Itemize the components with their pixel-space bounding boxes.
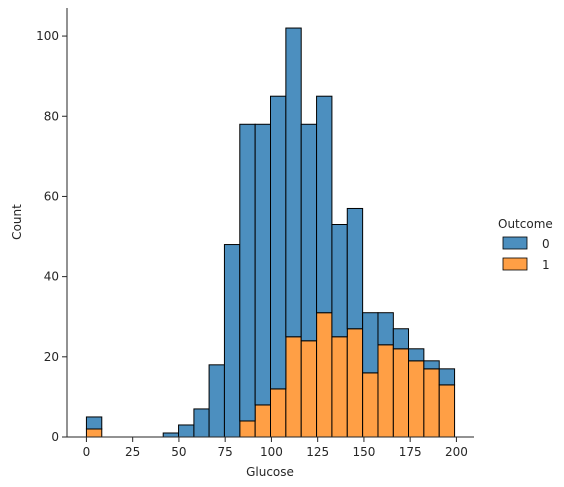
bar-outcome-0-bin-23 [438,368,456,386]
x-axis-label: Glucose [246,465,294,479]
bar-outcome-1-bin-23 [438,384,456,438]
bar-outcome-1-bin-22 [423,368,440,438]
y-tick-label: 100 [36,29,59,43]
x-tick-label: 150 [352,445,375,459]
y-axis-label: Count [10,204,24,240]
bar-outcome-1-bin-20 [392,348,410,438]
bar-outcome-0-bin-9 [223,244,241,438]
bar-outcome-1-bin-15 [316,312,333,438]
bar-outcome-0-bin-22 [423,360,440,370]
bar-outcome-0-bin-13 [285,27,302,338]
bar-outcome-1-bin-21 [408,360,425,438]
bar-outcome-1-bin-19 [377,344,394,438]
bar-outcome-0-bin-10 [239,123,256,422]
legend-swatch-1 [502,257,528,271]
bar-outcome-0-bin-14 [300,123,318,342]
bar-outcome-0-bin-12 [270,95,287,390]
x-tick-label: 75 [218,445,233,459]
bar-outcome-0-bin-6 [178,424,195,438]
bar-outcome-1-bin-10 [239,420,256,438]
y-ticks: 0 20 40 60 80 100 [36,29,67,444]
x-tick-label: 200 [445,445,468,459]
bar-outcome-0-bin-19 [377,312,394,346]
x-tick-label: 125 [306,445,329,459]
y-tick-label: 80 [44,109,59,123]
x-ticks: 0 25 50 75 100 125 150 175 200 [83,437,468,459]
bar-outcome-1-bin-14 [300,340,318,438]
bar-outcome-1-bin-11 [254,404,272,438]
bar-outcome-1-bin-12 [270,388,287,438]
legend: Outcome 0 1 [498,217,553,272]
y-tick-label: 40 [44,270,59,284]
bar-outcome-0-bin-7 [193,408,210,438]
bar-outcome-0-bin-20 [392,328,410,350]
bar-outcome-0-bin-16 [331,224,348,338]
legend-label-0: 0 [542,237,550,251]
bar-outcome-1-bin-13 [285,336,302,438]
y-tick-label: 20 [44,350,59,364]
bar-outcome-1-bin-16 [331,336,348,438]
bar-outcome-0-bin-11 [254,123,272,406]
bar-outcome-0-bin-15 [316,95,333,314]
bar-outcome-0-bin-0 [85,416,103,430]
x-tick-label: 25 [125,445,140,459]
x-tick-label: 50 [171,445,186,459]
legend-swatch-0 [502,236,528,250]
x-tick-label: 100 [260,445,283,459]
bars-layer [85,27,456,438]
y-tick-label: 60 [44,189,59,203]
bar-outcome-1-bin-18 [362,372,379,438]
bar-outcome-0-bin-17 [346,207,364,330]
bar-outcome-0-bin-8 [208,364,225,438]
bar-outcome-0-bin-5 [162,432,180,438]
bar-outcome-1-bin-0 [85,428,103,438]
bar-outcome-1-bin-17 [346,328,364,438]
legend-label-1: 1 [542,258,550,272]
x-tick-label: 0 [83,445,91,459]
bar-outcome-0-bin-18 [362,312,379,374]
x-tick-label: 175 [399,445,422,459]
legend-title: Outcome [498,217,553,231]
y-tick-label: 0 [51,430,59,444]
bar-outcome-0-bin-21 [408,348,425,362]
